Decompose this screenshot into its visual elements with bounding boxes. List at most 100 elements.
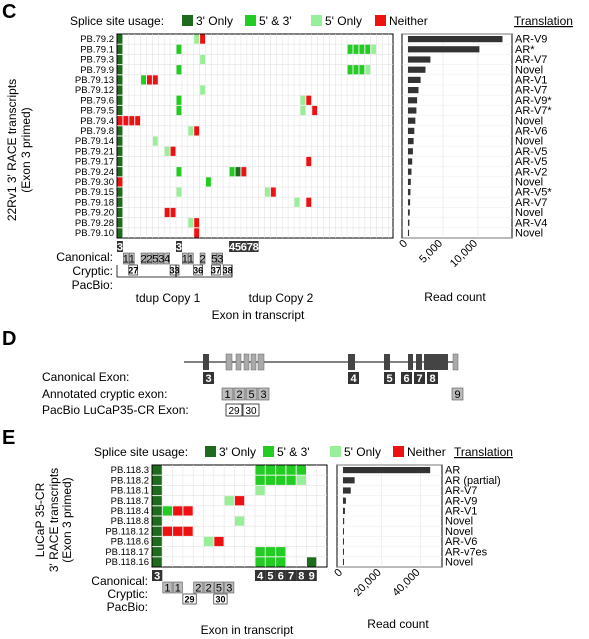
e-legend-swatch-5and3 <box>263 446 274 457</box>
cryptic-exon-label: 3 <box>226 583 232 595</box>
splice-cell <box>152 516 162 526</box>
legend-swatch-3only <box>182 15 193 26</box>
legend-label-3only: 3' Only <box>196 14 233 28</box>
splice-cell <box>129 116 135 126</box>
d-cryptic-exon-label: 3 <box>260 389 266 401</box>
d-canonical-exon-label: 6 <box>403 373 409 385</box>
read-count-bar <box>408 148 413 155</box>
splice-cell <box>176 167 182 177</box>
panel-c-heatmap <box>116 33 394 239</box>
splice-cell <box>255 465 265 475</box>
splice-cell <box>152 485 162 496</box>
splice-cell <box>152 136 158 146</box>
splice-cell <box>224 496 234 506</box>
splice-cell <box>152 75 158 85</box>
transcript-id-label: PB.118.1 <box>111 486 149 497</box>
e-legend-swatch-neither <box>393 446 404 457</box>
splice-cell <box>265 187 270 197</box>
translation-label: Novel <box>515 177 543 189</box>
read-count-bar <box>408 87 419 94</box>
legend-label-5only: 5' Only <box>325 14 362 28</box>
read-count-bar <box>343 538 344 545</box>
read-count-bar <box>343 507 345 514</box>
splice-cell <box>234 516 245 526</box>
read-count-bar <box>343 528 344 535</box>
translation-label: AR-V5 <box>515 146 547 158</box>
splice-cell <box>176 65 182 75</box>
splice-cell <box>183 506 193 516</box>
splice-cell <box>117 116 123 126</box>
splice-cell <box>255 485 265 496</box>
splice-cell <box>294 197 300 207</box>
panel-d-label-pacbio: PacBio LuCaP35-CR Exon: <box>42 403 189 417</box>
splice-cell <box>117 105 123 116</box>
translation-label: AR-V2 <box>515 166 547 178</box>
splice-cell <box>276 557 286 567</box>
splice-cell <box>117 187 123 197</box>
bar-axis-tick: 40,000 <box>390 567 422 599</box>
canonical-exon-label: 6 <box>241 242 247 254</box>
splice-cell <box>164 207 170 218</box>
pacbio-exon-label: 36 <box>193 266 203 276</box>
panel-c-translation-header: Translation <box>514 14 573 28</box>
splice-cell <box>353 65 359 75</box>
panel-e-track-label-cryptic: Cryptic: <box>107 587 148 601</box>
cryptic-exon-label: 5 <box>216 583 222 595</box>
legend-label-neither: Neither <box>389 14 428 28</box>
d-canonical-exon-label: 4 <box>350 373 357 385</box>
e-legend-label-3only: 3' Only <box>219 445 256 459</box>
d-cryptic-exon-label: 9 <box>454 389 460 401</box>
translation-label: AR-V9* <box>515 95 552 107</box>
splice-cell <box>173 506 183 516</box>
translation-label: AR-V7* <box>515 105 552 117</box>
splice-cell <box>176 44 182 54</box>
panel-c-barchart: AR-V9AR*AR-V7NovelAR-V1AR-V7AR-V9*AR-V7*… <box>397 33 552 270</box>
splice-cell <box>170 207 176 218</box>
transcript-id-label: PB.79.18 <box>75 197 114 208</box>
splice-cell <box>117 136 123 146</box>
legend-swatch-5only <box>311 15 322 26</box>
splice-cell <box>276 547 286 557</box>
d-pacbio-exon-label: 30 <box>245 406 257 417</box>
translation-label: AR-V7 <box>515 85 547 97</box>
panel-c-legend-title: Splice site usage: <box>70 14 164 28</box>
transcript-id-label: PB.118.17 <box>105 547 149 558</box>
splice-cell <box>117 156 123 167</box>
panel-d-letter: D <box>2 328 16 350</box>
transcript-id-label: PB.79.13 <box>75 75 114 86</box>
pacbio-exon-label: 38 <box>223 266 233 276</box>
read-count-bar <box>408 189 411 196</box>
splice-cell <box>176 95 182 105</box>
panel-e-track-label-pacbio: PacBio: <box>107 600 148 614</box>
splice-cell <box>300 105 306 116</box>
d-canonical-exon-label: 7 <box>416 373 422 385</box>
transcript-id-label: PB.79.6 <box>80 95 114 106</box>
translation-label: AR-V5* <box>515 187 552 199</box>
canonical-exon-label: 4 <box>229 242 236 254</box>
splice-cell <box>152 526 162 536</box>
canonical-exon-label: 7 <box>247 242 253 254</box>
translation-label: AR-V7 <box>445 485 477 497</box>
read-count-bar <box>408 199 411 206</box>
transcript-id-label: PB.118.3 <box>111 465 149 476</box>
panel-e-heatmap <box>151 464 328 568</box>
splice-cell <box>312 105 318 116</box>
splice-cell <box>123 116 129 126</box>
splice-cell <box>265 465 276 475</box>
splice-cell <box>276 475 286 485</box>
read-count-bar <box>408 168 412 175</box>
translation-label: Novel <box>515 136 543 148</box>
splice-cell <box>152 536 162 547</box>
splice-cell <box>241 167 247 177</box>
splice-cell <box>117 95 123 105</box>
panel-c-row-labels: PB.79.2PB.79.1PB.79.3PB.79.9PB.79.13PB.7… <box>75 34 114 239</box>
canonical-exon-label: 5 <box>235 242 241 254</box>
splice-cell <box>117 167 123 177</box>
read-count-bar <box>408 97 418 104</box>
bar-axis-tick: 0 <box>332 567 345 580</box>
splice-cell <box>117 207 123 218</box>
read-count-bar <box>408 107 417 114</box>
panel-c-xlabel: Exon in transcript <box>212 308 305 322</box>
